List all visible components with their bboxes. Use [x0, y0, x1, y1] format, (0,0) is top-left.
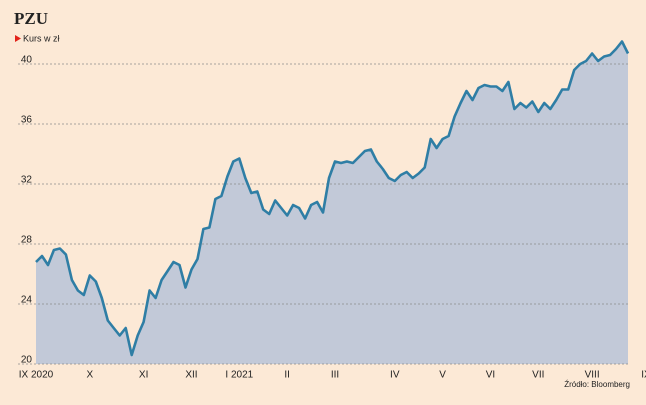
- x-tick-label: I 2021: [225, 370, 253, 381]
- source-note: Źródło: Bloomberg: [564, 380, 630, 389]
- y-tick-label: 40: [21, 55, 33, 66]
- chart-subtitle: Kurs w zł: [23, 33, 60, 43]
- chart-title: PZU: [14, 9, 48, 28]
- x-tick-label: XI: [139, 370, 148, 381]
- x-tick-label: IV: [390, 370, 400, 381]
- x-tick-label: VIII: [585, 370, 600, 381]
- x-tick-label: II: [284, 370, 290, 381]
- x-tick-label: VII: [532, 370, 544, 381]
- y-tick-label: 32: [21, 175, 33, 186]
- y-tick-label: 20: [21, 355, 33, 366]
- price-line: [35, 40, 630, 357]
- y-tick-label: 28: [21, 235, 33, 246]
- x-tick-label: IX 2020: [19, 370, 54, 381]
- x-tick-label: X: [86, 370, 93, 381]
- y-tick-label: 36: [21, 115, 33, 126]
- y-tick-label: 24: [21, 295, 33, 306]
- x-tick-label: IX: [641, 370, 646, 381]
- x-tick-label: III: [331, 370, 339, 381]
- x-tick-label: XII: [185, 370, 197, 381]
- legend-marker: [15, 35, 21, 42]
- x-tick-label: V: [439, 370, 446, 381]
- x-tick-label: VI: [486, 370, 495, 381]
